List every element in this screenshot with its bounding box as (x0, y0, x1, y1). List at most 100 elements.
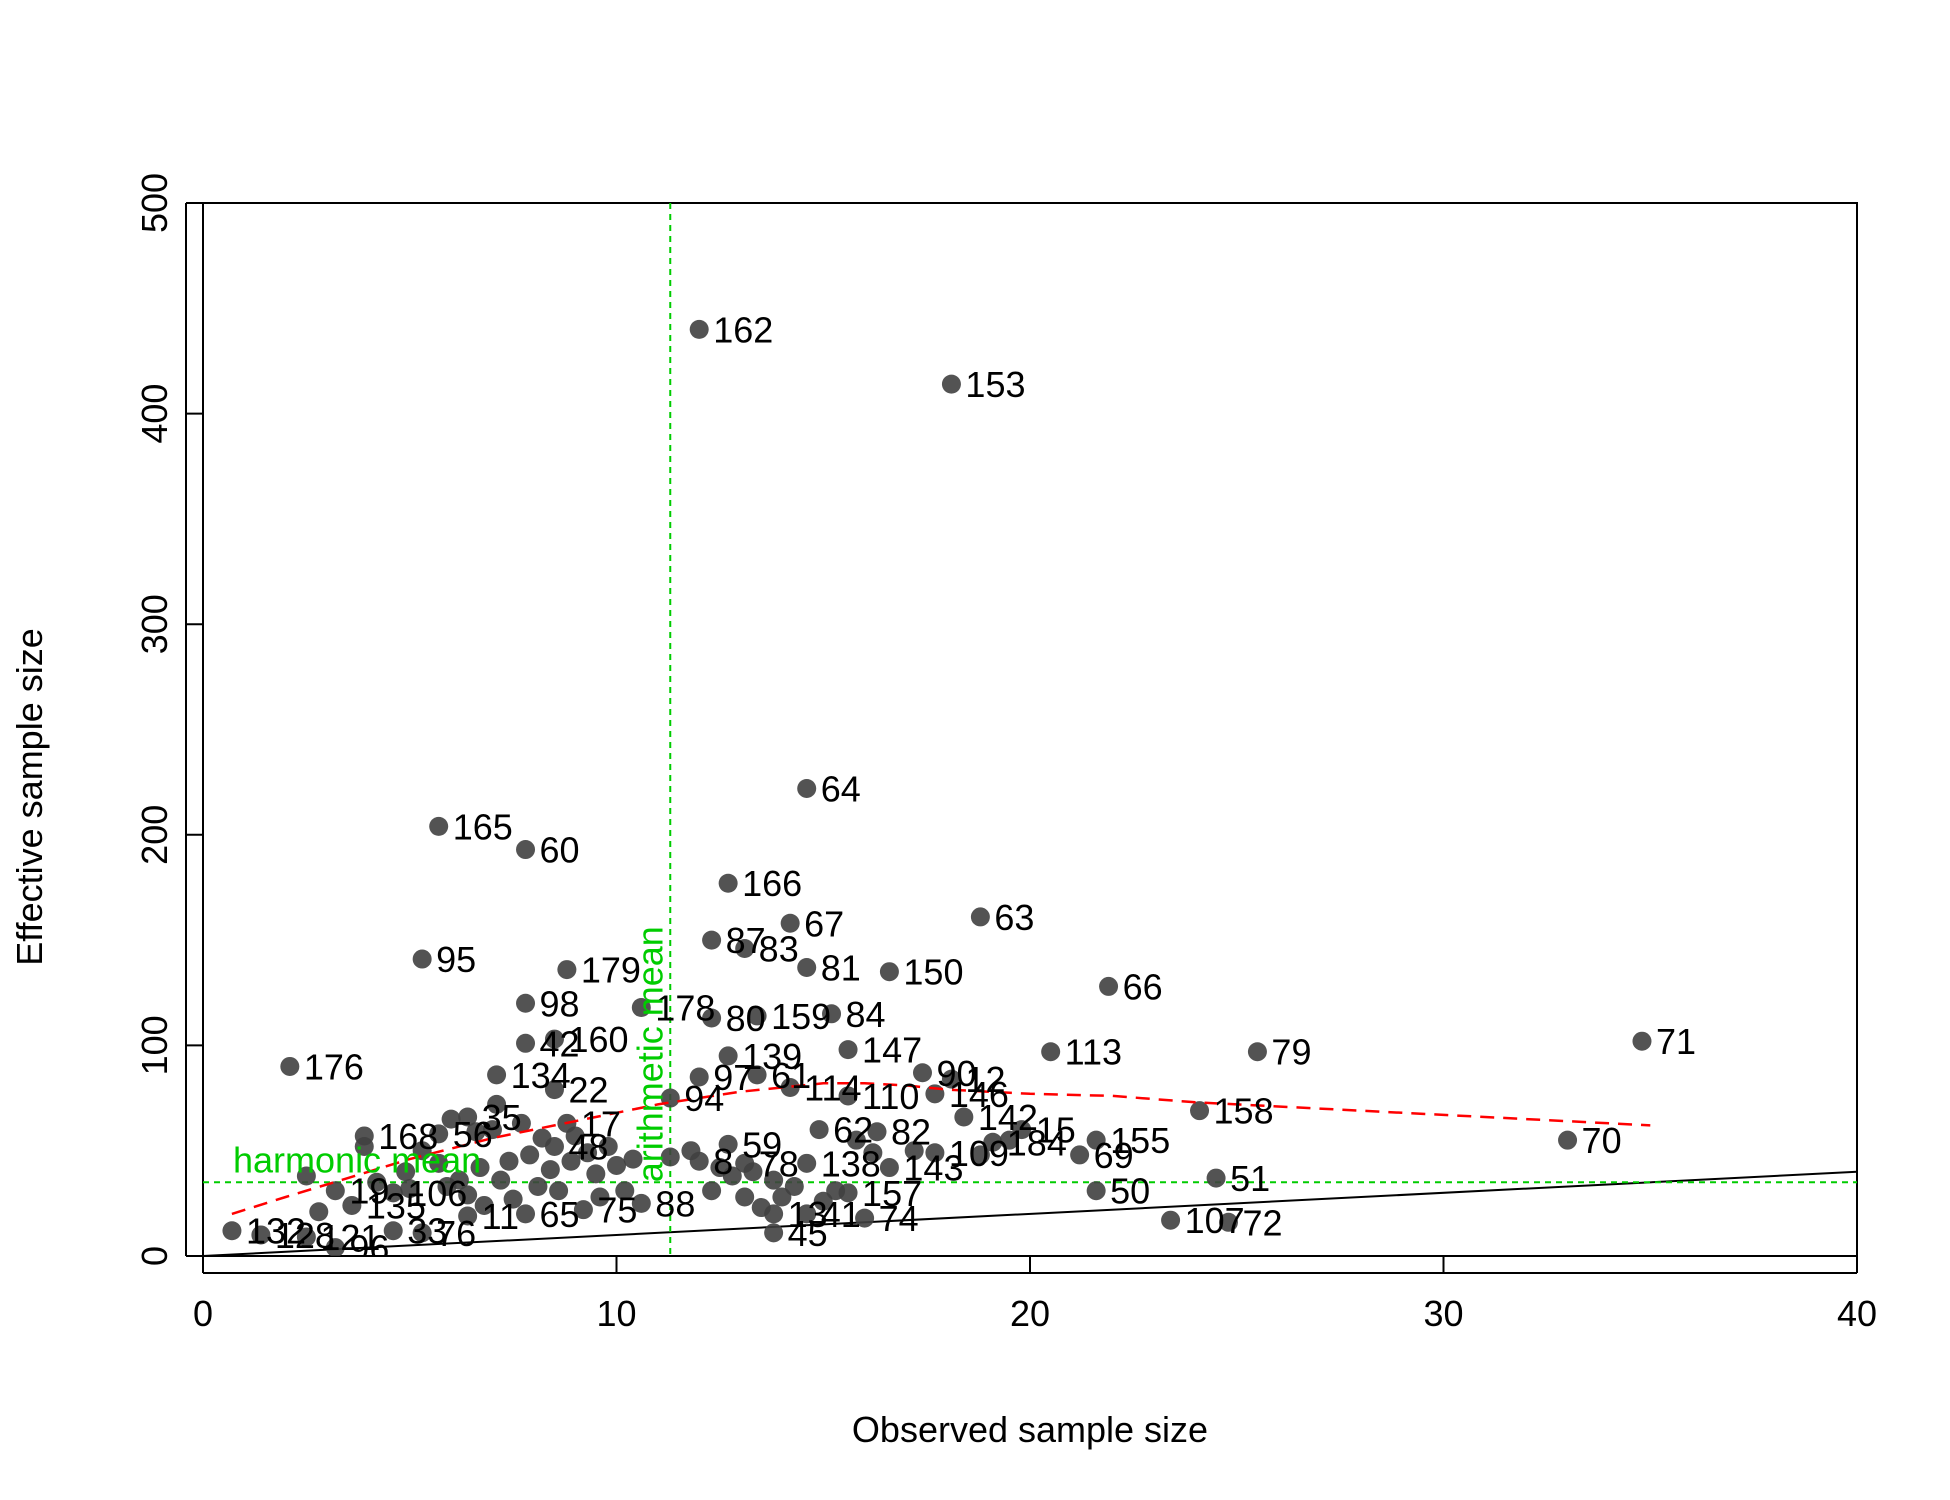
data-point (441, 1109, 461, 1129)
data-point (772, 1187, 792, 1207)
data-point (879, 1158, 899, 1178)
data-point (912, 1063, 932, 1083)
data-point (474, 1195, 494, 1215)
data-point (735, 939, 755, 959)
data-point (615, 1181, 635, 1201)
data-point (954, 1107, 974, 1127)
point-label: 150 (903, 952, 963, 993)
y-tick-label: 400 (134, 384, 175, 444)
data-point (561, 1151, 581, 1171)
data-point (809, 1120, 829, 1140)
point-label: 176 (304, 1046, 364, 1087)
point-label: 95 (436, 939, 476, 980)
point-label: 157 (862, 1173, 922, 1214)
data-point (838, 1040, 858, 1060)
data-point (251, 1225, 271, 1245)
point-label: 84 (846, 994, 886, 1035)
data-point (983, 1132, 1003, 1152)
point-label: 128 (275, 1215, 335, 1256)
y-tick-label: 300 (134, 594, 175, 654)
point-label: 143 (903, 1148, 963, 1189)
data-point (718, 873, 738, 893)
data-point (764, 1170, 784, 1190)
data-point (544, 1080, 564, 1100)
data-point (607, 1155, 626, 1175)
data-point (449, 1170, 469, 1190)
point-label: 160 (568, 1019, 628, 1060)
point-label: 90 (936, 1053, 976, 1094)
point-label: 146 (949, 1074, 1009, 1115)
point-label: 155 (1110, 1120, 1170, 1161)
point-label: 64 (821, 768, 861, 809)
data-point (1206, 1168, 1226, 1188)
point-label: 80 (726, 998, 766, 1039)
x-tick-label: 10 (596, 1293, 636, 1334)
data-point (516, 1033, 536, 1053)
data-point (797, 957, 817, 977)
point-label: 139 (742, 1036, 802, 1077)
point-label: 166 (742, 863, 802, 904)
point-label: 88 (655, 1183, 695, 1224)
point-label: 33 (407, 1211, 447, 1252)
data-point (280, 1056, 300, 1076)
x-tick-label: 30 (1423, 1293, 1463, 1334)
data-point (1012, 1120, 1032, 1140)
data-point (722, 1166, 742, 1186)
point-label: 121 (320, 1217, 380, 1258)
data-point (631, 1193, 651, 1213)
point-label: 107 (1185, 1200, 1245, 1241)
data-point (780, 913, 800, 933)
data-point (586, 1164, 606, 1184)
point-label: 71 (1656, 1021, 1696, 1062)
data-point (528, 1177, 548, 1197)
point-label: 83 (759, 929, 799, 970)
point-label: 94 (684, 1078, 724, 1119)
data-point (689, 1067, 709, 1087)
point-label: 178 (655, 987, 715, 1028)
data-point (458, 1206, 478, 1226)
data-point (412, 1141, 432, 1161)
data-point (1161, 1210, 1181, 1230)
data-point (499, 1151, 519, 1171)
point-label: 61 (771, 1055, 811, 1096)
point-label: 65 (540, 1194, 580, 1235)
point-label: 98 (540, 983, 580, 1024)
point-label: 62 (833, 1110, 873, 1151)
data-point (544, 1029, 564, 1049)
data-point (689, 319, 709, 339)
identity-line (203, 1170, 1857, 1256)
point-label: 159 (771, 996, 831, 1037)
data-point (1086, 1181, 1106, 1201)
data-point (660, 1147, 680, 1167)
point-label: 179 (581, 950, 641, 991)
point-label: 76 (436, 1213, 476, 1254)
data-point (718, 1046, 738, 1066)
data-point (325, 1181, 345, 1201)
data-point (309, 1202, 329, 1222)
point-label: 135 (366, 1185, 426, 1226)
data-point (631, 997, 651, 1017)
point-label: 82 (891, 1112, 931, 1153)
trend-line (231, 1082, 1651, 1216)
point-label: 11 (482, 1196, 519, 1237)
data-point (838, 1086, 858, 1106)
point-label: 168 (378, 1116, 438, 1157)
data-point (578, 1143, 598, 1163)
data-point (549, 1181, 569, 1201)
data-point (970, 1145, 990, 1165)
point-label: 35 (482, 1097, 522, 1138)
data-point (764, 1223, 784, 1243)
harmonic-mean-label: harmonic mean (233, 1139, 481, 1180)
point-label: 56 (453, 1114, 493, 1155)
point-label: 70 (1582, 1120, 1622, 1161)
point-label: 59 (742, 1124, 782, 1165)
data-point (702, 930, 722, 950)
data-point (458, 1185, 478, 1205)
data-point (925, 1143, 945, 1163)
data-point (1218, 1212, 1238, 1232)
point-label: 109 (949, 1133, 1009, 1174)
x-tick-label: 20 (1010, 1293, 1050, 1334)
point-label: 15 (1036, 1110, 1076, 1151)
data-point (222, 1221, 242, 1241)
